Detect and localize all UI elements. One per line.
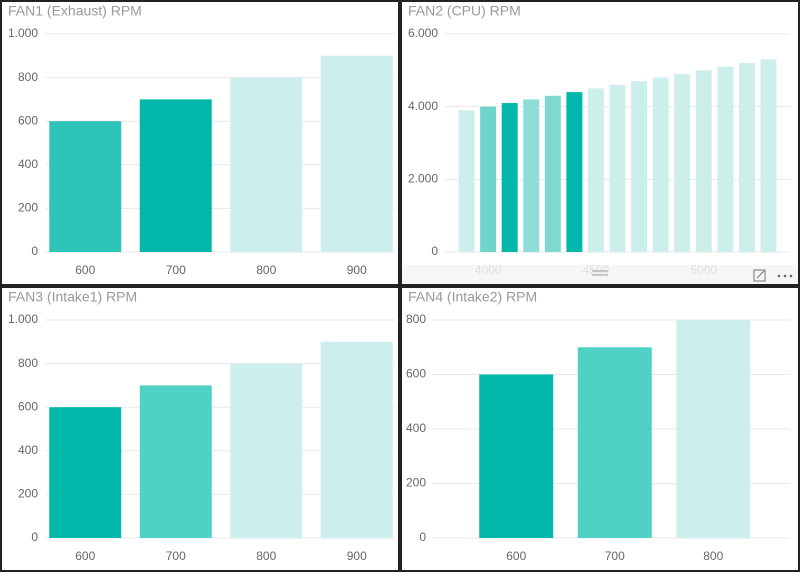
- bar: [674, 73, 691, 252]
- chart-title: FAN2 (CPU) RPM: [408, 3, 521, 19]
- panel-border: [400, 0, 800, 286]
- y-tick-label: 0: [431, 244, 438, 258]
- x-tick-label: 600: [506, 549, 526, 563]
- chart-title: FAN1 (Exhaust) RPM: [8, 3, 142, 19]
- focus-mode-icon[interactable]: [753, 269, 766, 282]
- x-tick-label: 700: [166, 549, 186, 563]
- x-tick-label: 900: [347, 263, 367, 277]
- bar: [544, 95, 561, 253]
- chart-title: FAN4 (Intake2) RPM: [408, 289, 537, 305]
- more-options-dot: [783, 274, 787, 278]
- y-tick-label: 200: [18, 201, 38, 215]
- chart-title: FAN3 (Intake1) RPM: [8, 289, 137, 305]
- bar: [320, 55, 393, 252]
- chart: FAN1 (Exhaust) RPM 0 200 400 600 800 1.000 600 7…: [8, 3, 395, 277]
- x-tick-label: 600: [75, 549, 95, 563]
- bar: [230, 77, 303, 252]
- focus-mode-arrow: [756, 270, 765, 279]
- y-tick-label: 0: [419, 530, 426, 544]
- more-options-dot: [789, 274, 793, 278]
- bar: [49, 407, 122, 538]
- bar: [139, 385, 212, 538]
- bar: [631, 81, 648, 252]
- x-tick-label: 800: [256, 263, 276, 277]
- x-tick-label: 700: [605, 549, 625, 563]
- x-tick-label: 800: [256, 549, 276, 563]
- charts: FAN1 (Exhaust) RPM 0 200 400 600 800 1.000 600 7…: [8, 3, 790, 563]
- y-tick-label: 1.000: [8, 26, 38, 40]
- y-tick-label: 4.000: [408, 99, 438, 113]
- panel-border: [0, 0, 400, 286]
- bar: [587, 88, 604, 252]
- bar: [695, 70, 712, 252]
- bar: [230, 363, 303, 538]
- y-tick-label: 0: [31, 244, 38, 258]
- bar: [139, 99, 212, 253]
- y-tick-label: 800: [18, 356, 38, 370]
- panel-border: [0, 286, 400, 572]
- bar: [566, 92, 583, 252]
- x-tick-label: 900: [347, 549, 367, 563]
- more-options-dot[interactable]: [777, 274, 781, 278]
- bar: [523, 99, 540, 253]
- y-tick-label: 6.000: [408, 26, 438, 40]
- y-tick-label: 600: [406, 367, 426, 381]
- bar: [760, 59, 777, 252]
- x-tick-label: 800: [703, 549, 723, 563]
- visual-toolbar: [402, 265, 798, 284]
- y-tick-label: 400: [18, 157, 38, 171]
- y-tick-label: 600: [18, 399, 38, 413]
- chart: FAN4 (Intake2) RPM 0 200 400 600 800 600 700 800: [406, 289, 790, 563]
- bar: [501, 103, 518, 253]
- bar: [480, 106, 497, 253]
- y-tick-label: 600: [18, 113, 38, 127]
- bar: [738, 63, 755, 252]
- chart: FAN3 (Intake1) RPM 0 200 400 600 800 1.000 600 7…: [8, 289, 395, 563]
- bar: [609, 84, 626, 252]
- bar: [652, 77, 669, 252]
- bar: [577, 347, 652, 538]
- panel-border: [400, 286, 800, 572]
- y-tick-label: 200: [406, 476, 426, 490]
- y-tick-label: 2.000: [408, 172, 438, 186]
- y-tick-label: 0: [31, 530, 38, 544]
- bar: [717, 66, 734, 252]
- bar: [676, 320, 751, 538]
- bar: [320, 341, 393, 538]
- y-tick-label: 400: [18, 443, 38, 457]
- y-tick-label: 200: [18, 487, 38, 501]
- y-tick-label: 400: [406, 421, 426, 435]
- x-tick-label: 600: [75, 263, 95, 277]
- bar: [479, 374, 554, 538]
- bar: [49, 121, 122, 252]
- y-tick-label: 800: [18, 70, 38, 84]
- y-tick-label: 1.000: [8, 312, 38, 326]
- bar: [458, 110, 475, 252]
- x-tick-label: 700: [166, 263, 186, 277]
- y-tick-label: 800: [406, 312, 426, 326]
